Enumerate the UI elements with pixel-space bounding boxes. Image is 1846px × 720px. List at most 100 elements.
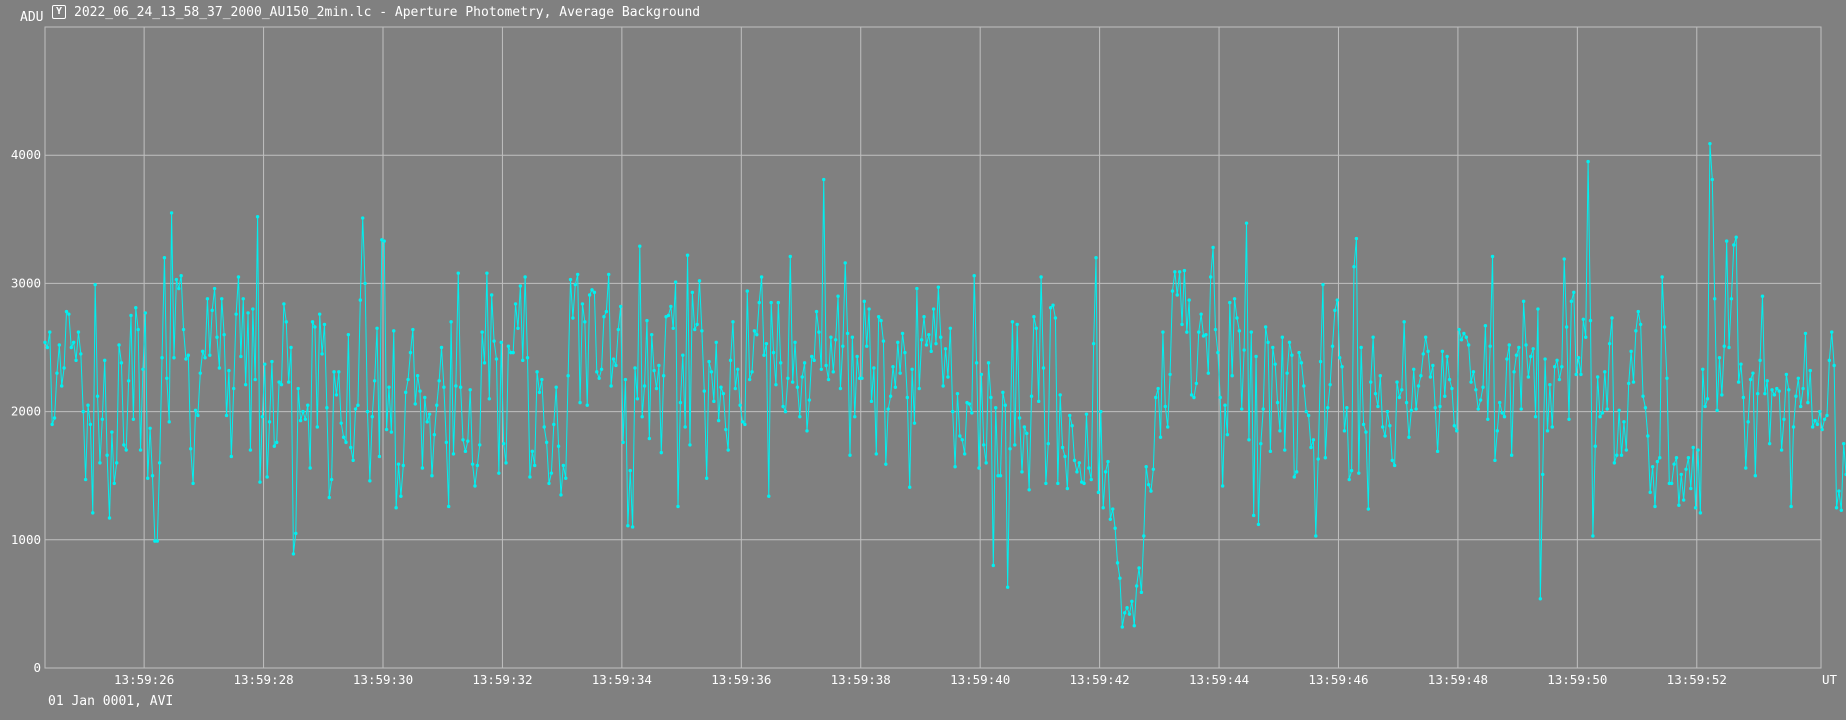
- data-point[interactable]: [260, 415, 265, 419]
- data-point[interactable]: [1323, 456, 1328, 460]
- data-point[interactable]: [661, 374, 666, 378]
- data-point[interactable]: [1490, 254, 1495, 259]
- data-point[interactable]: [298, 418, 303, 423]
- data-point[interactable]: [874, 452, 878, 456]
- data-point[interactable]: [1122, 611, 1127, 615]
- data-point[interactable]: [607, 272, 611, 277]
- data-point[interactable]: [568, 277, 573, 282]
- data-point[interactable]: [1180, 322, 1184, 327]
- data-point[interactable]: [628, 468, 632, 473]
- data-point[interactable]: [1837, 489, 1841, 493]
- data-point[interactable]: [1345, 406, 1349, 410]
- data-point[interactable]: [1670, 481, 1674, 486]
- data-point[interactable]: [1801, 386, 1805, 391]
- data-point[interactable]: [306, 403, 310, 407]
- data-point[interactable]: [1641, 394, 1645, 398]
- data-point[interactable]: [286, 380, 291, 384]
- data-point[interactable]: [1648, 490, 1652, 495]
- data-point[interactable]: [1084, 412, 1089, 416]
- data-point[interactable]: [439, 345, 444, 350]
- data-point[interactable]: [1464, 335, 1468, 339]
- data-point[interactable]: [1240, 407, 1244, 411]
- data-point[interactable]: [1139, 590, 1144, 595]
- data-point[interactable]: [805, 429, 809, 433]
- data-point[interactable]: [1722, 344, 1726, 348]
- data-point[interactable]: [1108, 517, 1113, 521]
- data-point[interactable]: [1130, 599, 1134, 604]
- data-point[interactable]: [1192, 395, 1196, 400]
- data-point[interactable]: [939, 335, 943, 339]
- data-point[interactable]: [1003, 403, 1007, 407]
- data-point[interactable]: [544, 440, 549, 445]
- data-point[interactable]: [728, 358, 733, 363]
- data-point[interactable]: [1318, 359, 1323, 364]
- data-point[interactable]: [1163, 404, 1168, 409]
- data-point[interactable]: [917, 386, 921, 391]
- data-point[interactable]: [1806, 400, 1810, 405]
- data-point[interactable]: [745, 289, 749, 293]
- data-point[interactable]: [743, 422, 747, 427]
- data-point[interactable]: [1134, 584, 1139, 588]
- data-point[interactable]: [1674, 456, 1679, 460]
- data-point[interactable]: [1142, 534, 1146, 538]
- data-point[interactable]: [1729, 297, 1734, 301]
- data-point[interactable]: [986, 361, 991, 365]
- data-point[interactable]: [704, 476, 709, 480]
- data-point[interactable]: [344, 440, 348, 445]
- data-point[interactable]: [1567, 417, 1571, 421]
- data-point[interactable]: [542, 425, 546, 429]
- data-point[interactable]: [970, 411, 974, 415]
- data-point[interactable]: [1328, 382, 1332, 387]
- data-point[interactable]: [1290, 353, 1294, 357]
- data-point[interactable]: [1672, 462, 1676, 466]
- data-point[interactable]: [1407, 435, 1411, 439]
- data-point[interactable]: [1560, 365, 1564, 369]
- data-point[interactable]: [793, 340, 797, 345]
- data-point[interactable]: [258, 480, 262, 484]
- data-point[interactable]: [1390, 458, 1394, 463]
- data-point[interactable]: [580, 302, 585, 306]
- data-point[interactable]: [1247, 438, 1251, 442]
- data-point[interactable]: [193, 408, 198, 413]
- data-point[interactable]: [1228, 300, 1232, 305]
- data-point[interactable]: [726, 448, 730, 452]
- data-point[interactable]: [1507, 343, 1511, 347]
- data-point[interactable]: [1791, 425, 1796, 429]
- data-point[interactable]: [1777, 389, 1781, 393]
- data-point[interactable]: [1392, 463, 1397, 468]
- data-point[interactable]: [984, 461, 988, 465]
- data-point[interactable]: [1211, 245, 1215, 250]
- data-point[interactable]: [487, 397, 491, 401]
- data-point[interactable]: [1617, 408, 1621, 413]
- data-point[interactable]: [1189, 393, 1194, 397]
- data-point[interactable]: [826, 377, 831, 382]
- data-point[interactable]: [200, 349, 205, 354]
- data-point[interactable]: [972, 274, 976, 278]
- data-point[interactable]: [1314, 534, 1318, 538]
- data-point[interactable]: [1302, 384, 1306, 388]
- data-point[interactable]: [1787, 388, 1791, 392]
- data-point[interactable]: [1748, 377, 1753, 382]
- data-point[interactable]: [1118, 576, 1122, 580]
- data-point[interactable]: [750, 370, 754, 374]
- data-point[interactable]: [654, 386, 659, 391]
- data-point[interactable]: [673, 280, 678, 284]
- data-point[interactable]: [561, 463, 566, 468]
- data-point[interactable]: [838, 386, 843, 391]
- data-point[interactable]: [189, 447, 193, 451]
- data-point[interactable]: [850, 335, 855, 339]
- data-point[interactable]: [857, 376, 862, 380]
- data-point[interactable]: [1037, 399, 1041, 404]
- data-point[interactable]: [315, 425, 320, 429]
- data-point[interactable]: [1471, 370, 1476, 374]
- data-point[interactable]: [1529, 354, 1533, 359]
- data-point[interactable]: [1615, 453, 1619, 457]
- data-point[interactable]: [962, 452, 967, 456]
- data-point[interactable]: [105, 453, 109, 457]
- data-point[interactable]: [341, 435, 346, 439]
- data-point[interactable]: [1459, 338, 1464, 342]
- data-point[interactable]: [1232, 297, 1237, 301]
- data-point[interactable]: [1629, 349, 1633, 354]
- data-point[interactable]: [700, 329, 704, 333]
